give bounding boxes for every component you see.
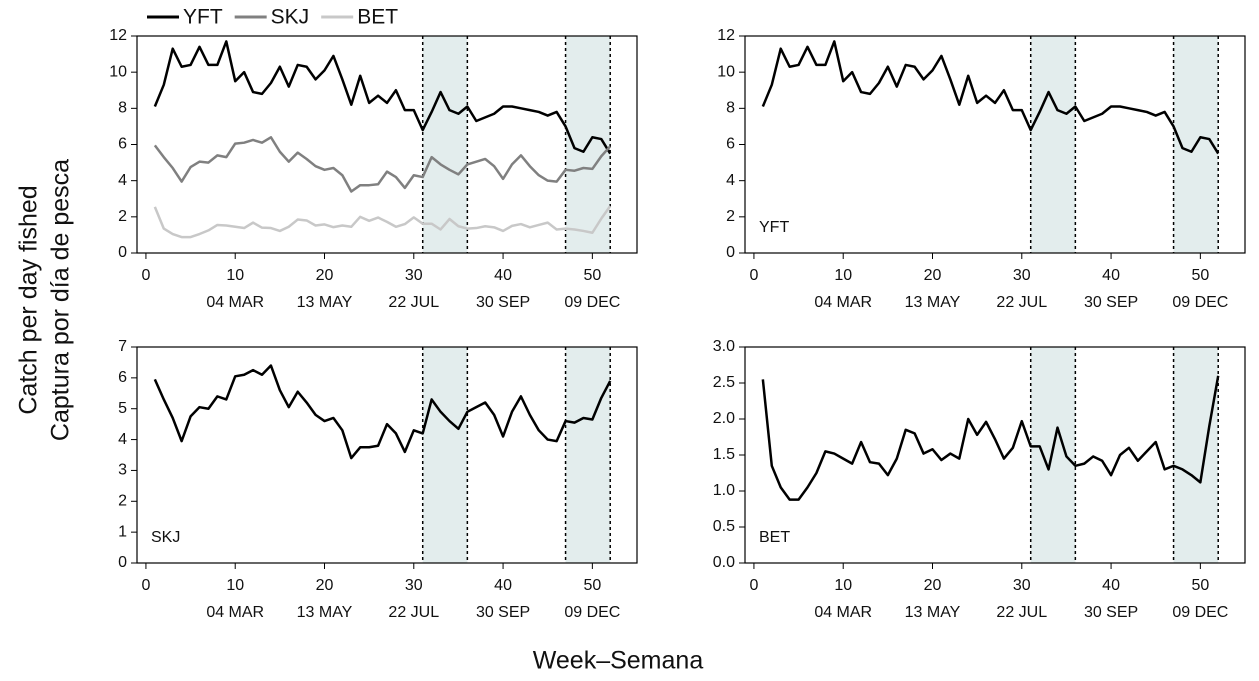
x-tick-label: 10 (226, 577, 244, 594)
x-tick-label: 0 (141, 577, 150, 594)
date-label: 04 MAR (206, 294, 264, 311)
x-tick-label: 10 (226, 267, 244, 284)
series-line (153, 136, 612, 193)
x-tick-label: 30 (405, 267, 423, 284)
date-label: 22 JUL (388, 294, 439, 311)
x-axis-title: Week–Semana (533, 647, 704, 675)
y-tick-label: 2 (726, 208, 735, 225)
x-tick-label: 20 (316, 577, 334, 594)
x-tick-label: 50 (583, 577, 601, 594)
series-line (153, 364, 612, 460)
y-tick-label: 6 (118, 369, 127, 386)
y-tick-label: 6 (118, 136, 127, 153)
x-tick-label: 40 (494, 577, 512, 594)
x-tick-label: 10 (834, 577, 852, 594)
y-tick-label: 5 (118, 400, 127, 417)
x-tick-label: 10 (834, 267, 852, 284)
y-tick-label: 8 (726, 100, 735, 117)
y-tick-label: 4 (726, 172, 735, 189)
legend-label: SKJ (271, 6, 310, 29)
y-tick-label: 4 (118, 172, 127, 189)
plot-frame (136, 346, 638, 564)
x-tick-label: 40 (494, 267, 512, 284)
date-label: 13 MAY (905, 294, 961, 311)
y-tick-label: 2 (118, 208, 127, 225)
y-tick-label: 12 (109, 27, 127, 44)
y-tick-label: 12 (717, 27, 735, 44)
closure-shade (565, 347, 611, 563)
y-tick-label: 3.0 (713, 338, 735, 355)
date-label: 04 MAR (206, 604, 264, 621)
x-tick-label: 20 (924, 267, 942, 284)
y-tick-label: 8 (118, 100, 127, 117)
x-tick-label: 40 (1102, 577, 1120, 594)
date-label: 13 MAY (905, 604, 961, 621)
closure-shade (1030, 36, 1076, 253)
x-tick-label: 20 (924, 577, 942, 594)
y-tick-label: 0 (118, 554, 127, 571)
y-tick-label: 2.5 (713, 374, 735, 391)
x-tick-label: 0 (141, 267, 150, 284)
y-tick-label: 10 (109, 63, 127, 80)
y-tick-label: 6 (726, 136, 735, 153)
x-tick-label: 30 (1013, 577, 1031, 594)
y-tick-label: 0.5 (713, 518, 735, 535)
y-tick-label: 4 (118, 431, 127, 448)
date-label: 04 MAR (814, 604, 872, 621)
date-label: 22 JUL (996, 604, 1047, 621)
legend-label: YFT (183, 6, 223, 29)
date-label: 09 DEC (1172, 604, 1228, 621)
date-label: 04 MAR (814, 294, 872, 311)
date-label: 09 DEC (1172, 294, 1228, 311)
date-label: 22 JUL (388, 604, 439, 621)
closure-shade (1030, 347, 1076, 563)
closure-shade (422, 36, 468, 253)
y-tick-label: 0.0 (713, 554, 735, 571)
series-line (761, 40, 1220, 155)
date-label: 30 SEP (476, 294, 530, 311)
y-tick-label: 1.0 (713, 482, 735, 499)
closure-shade (422, 347, 468, 563)
x-tick-label: 50 (583, 267, 601, 284)
x-tick-label: 30 (1013, 267, 1031, 284)
series-line (153, 40, 612, 155)
date-label: 13 MAY (297, 294, 353, 311)
y-tick-label: 3 (118, 462, 127, 479)
x-tick-label: 40 (1102, 267, 1120, 284)
date-label: 09 DEC (564, 604, 620, 621)
y-tick-label: 1.5 (713, 446, 735, 463)
y-axis-title: Catch per day fished (15, 185, 43, 414)
date-label: 30 SEP (1084, 604, 1138, 621)
date-label: 30 SEP (1084, 294, 1138, 311)
series-line (153, 205, 612, 239)
y-tick-label: 0 (726, 244, 735, 261)
closure-shade (1173, 347, 1219, 563)
panel-label: SKJ (151, 529, 180, 546)
x-tick-label: 50 (1191, 267, 1209, 284)
y-axis-title: Captura por día de pesca (47, 159, 75, 441)
date-label: 30 SEP (476, 604, 530, 621)
y-tick-label: 7 (118, 338, 127, 355)
y-tick-label: 2 (118, 493, 127, 510)
legend-label: BET (357, 6, 398, 29)
x-tick-label: 50 (1191, 577, 1209, 594)
x-tick-label: 0 (749, 267, 758, 284)
x-tick-label: 0 (749, 577, 758, 594)
series-line (761, 375, 1220, 501)
y-tick-label: 2.0 (713, 410, 735, 427)
x-tick-label: 20 (316, 267, 334, 284)
panel-label: BET (759, 529, 790, 546)
y-tick-label: 1 (118, 523, 127, 540)
panel-label: YFT (759, 219, 789, 236)
date-label: 22 JUL (996, 294, 1047, 311)
y-tick-label: 0 (118, 244, 127, 261)
date-label: 13 MAY (297, 604, 353, 621)
y-tick-label: 10 (717, 63, 735, 80)
date-label: 09 DEC (564, 294, 620, 311)
x-tick-label: 30 (405, 577, 423, 594)
